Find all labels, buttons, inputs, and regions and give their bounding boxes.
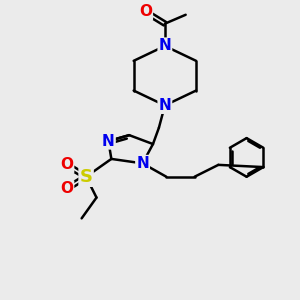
Text: N: N: [102, 134, 115, 148]
Text: O: O: [60, 158, 73, 172]
Text: N: N: [136, 156, 149, 171]
Text: S: S: [80, 168, 93, 186]
Text: O: O: [139, 4, 152, 19]
Text: O: O: [60, 181, 73, 196]
Text: N: N: [158, 98, 171, 113]
Text: N: N: [158, 38, 171, 53]
